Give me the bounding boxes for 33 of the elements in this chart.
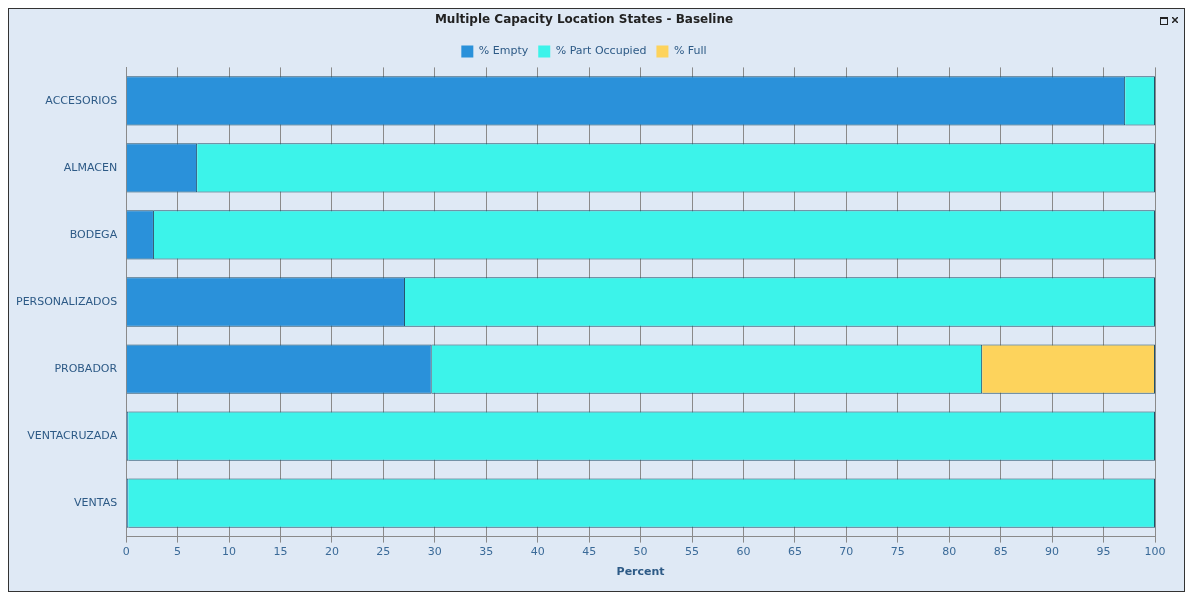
x-tick-label: 40 [530,545,545,559]
x-tick-label: 80 [942,545,957,559]
x-tick-label: 90 [1045,545,1060,559]
x-tick-label: 25 [376,545,391,559]
chart-title: Multiple Capacity Location States - Baseline [434,12,734,27]
x-tick-label: 10 [222,545,237,559]
x-tick-label: 65 [787,545,802,559]
y-tick-label: VENTAS [74,495,118,509]
x-tick-label: 5 [174,545,182,559]
x-tick-label: 30 [427,545,442,559]
legend-label: % Part Occupied [555,44,647,58]
x-tick-label: 15 [273,545,288,559]
x-tick-label: 70 [839,545,854,559]
x-axis-title: Percent [616,565,665,579]
y-tick-label: PERSONALIZADOS [15,294,118,308]
x-tick-label: 0 [122,545,130,559]
legend-label: % Full [673,44,707,58]
y-tick-label: ACCESORIOS [45,93,118,107]
legend-label: % Empty [478,44,529,58]
y-tick-label: VENTACRUZADA [27,428,118,442]
x-tick-label: 85 [993,545,1008,559]
x-tick-label: 95 [1096,545,1111,559]
x-tick-label: 55 [685,545,700,559]
y-tick-label: BODEGA [69,227,118,241]
x-tick-label: 45 [582,545,597,559]
x-tick-label: 100 [1144,545,1166,559]
y-tick-label: PROBADOR [54,361,118,375]
x-tick-label: 60 [736,545,751,559]
x-tick-label: 20 [324,545,339,559]
x-tick-label: 50 [633,545,648,559]
x-tick-label: 35 [479,545,494,559]
y-tick-label: ALMACEN [63,160,118,174]
x-tick-label: 75 [890,545,905,559]
